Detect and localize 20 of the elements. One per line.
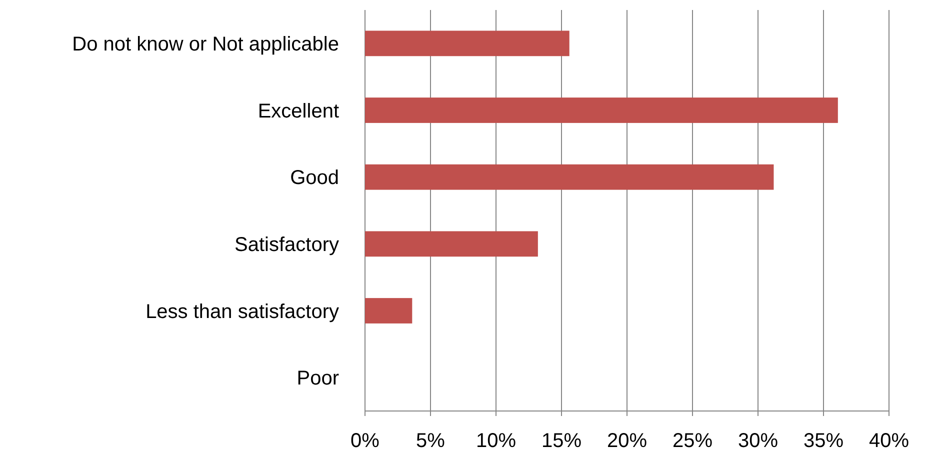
bar — [365, 164, 774, 190]
bar — [365, 231, 538, 257]
x-tick-label: 25% — [672, 430, 713, 452]
x-tick-label: 35% — [803, 430, 844, 452]
y-tick-label: Satisfactory — [234, 234, 339, 256]
y-tick-label: Excellent — [258, 100, 340, 122]
y-tick-label: Poor — [296, 368, 340, 390]
bar — [365, 30, 570, 56]
x-tick-label: 15% — [541, 430, 582, 452]
bar — [365, 298, 412, 324]
y-tick-label: Do not know or Not applicable — [72, 33, 339, 56]
x-tick-label: 0% — [350, 430, 380, 452]
x-tick-label: 20% — [606, 430, 648, 452]
y-tick-label: Good — [290, 167, 339, 190]
x-tick-label: 40% — [868, 430, 910, 452]
bar — [365, 98, 838, 123]
x-tick-label: 10% — [476, 430, 516, 452]
x-tick-label: 30% — [738, 430, 778, 452]
y-tick-label: Less than satisfactory — [146, 300, 339, 323]
x-tick-label: 5% — [416, 430, 446, 452]
